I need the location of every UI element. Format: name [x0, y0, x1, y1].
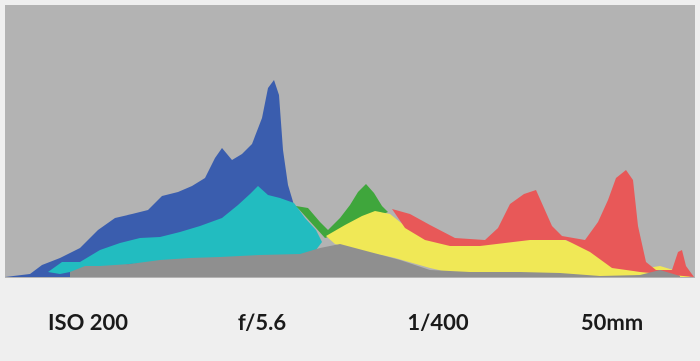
histogram-cyan — [48, 186, 322, 274]
histogram-yellow — [326, 211, 690, 277]
histogram-green — [296, 184, 388, 238]
histogram-red — [392, 170, 694, 277]
histogram — [5, 5, 695, 278]
shutter-speed-label: 1/400 — [407, 308, 469, 335]
iso-label: ISO 200 — [48, 308, 128, 335]
aperture-label: f/5.6 — [237, 308, 287, 335]
histogram-gray — [70, 244, 680, 277]
exposure-bar: ISO 200 f/5.6 1/400 50mm — [0, 300, 700, 344]
focal-length-label: 50mm — [580, 308, 644, 335]
